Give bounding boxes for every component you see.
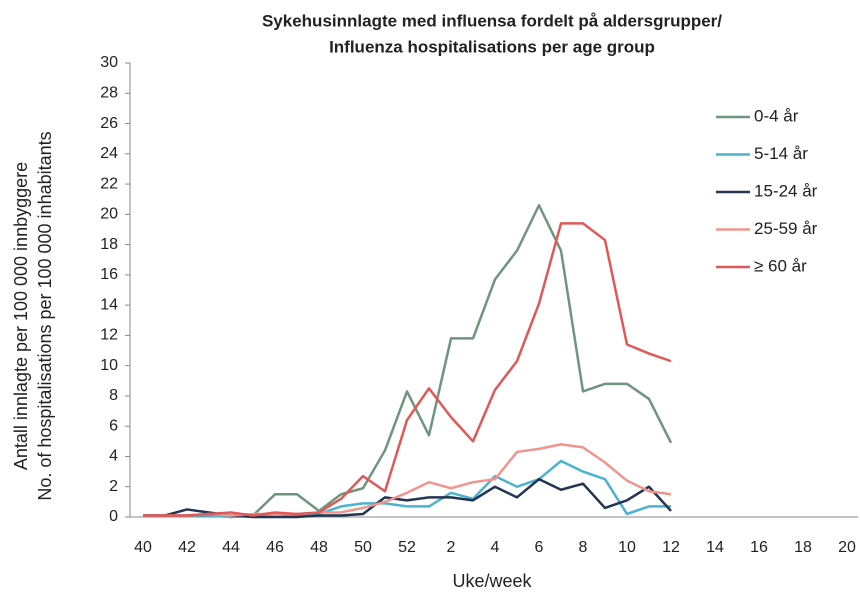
y-axis-label: Antall innlagte per 100 000 innbyggere — [11, 162, 31, 470]
y-tick-label: 18 — [100, 236, 118, 253]
y-tick-label: 4 — [109, 448, 118, 465]
x-tick-label: 52 — [398, 539, 416, 556]
x-tick-label: 12 — [662, 539, 680, 556]
series-line — [143, 204, 673, 519]
y-tick-label: 14 — [100, 296, 118, 313]
x-tick-label: 40 — [134, 539, 152, 556]
x-tick-label: 18 — [794, 539, 812, 556]
x-tick-label: 4 — [491, 539, 500, 556]
legend-label: 15-24 år — [754, 181, 818, 200]
series-line — [143, 222, 672, 517]
y-tick-label: 12 — [100, 327, 118, 344]
x-tick-label: 14 — [706, 539, 724, 556]
x-axis-label: Uke/week — [452, 571, 532, 591]
y-tick-label: 2 — [109, 478, 118, 495]
y-tick-label: 10 — [100, 357, 118, 374]
series-line — [143, 477, 672, 519]
y-tick-label: 30 — [100, 54, 118, 71]
legend-label: 5-14 år — [754, 144, 808, 163]
series-line — [143, 443, 672, 517]
x-tick-label: 16 — [750, 539, 768, 556]
legend-label: 25-59 år — [754, 219, 818, 238]
legend-label: 0-4 år — [754, 106, 799, 125]
y-tick-label: 16 — [100, 266, 118, 283]
chart-title: Sykehusinnlagte med influensa fordelt på… — [262, 11, 722, 30]
x-tick-label: 50 — [354, 539, 372, 556]
series-line — [143, 459, 671, 519]
x-tick-label: 8 — [579, 539, 588, 556]
x-tick-label: 6 — [535, 539, 544, 556]
x-tick-label: 2 — [447, 539, 456, 556]
y-tick-label: 26 — [100, 115, 118, 132]
y-tick-label: 6 — [109, 417, 118, 434]
x-tick-label: 42 — [178, 539, 196, 556]
legend-label: ≥ 60 år — [754, 256, 807, 275]
x-tick-label: 20 — [838, 539, 856, 556]
y-tick-label: 28 — [100, 84, 118, 101]
y-tick-label: 22 — [100, 175, 118, 192]
x-tick-label: 44 — [222, 539, 240, 556]
x-tick-label: 46 — [266, 539, 284, 556]
y-axis-label: No. of hospitalisations per 100 000 inha… — [35, 131, 55, 500]
y-tick-label: 24 — [100, 145, 118, 162]
x-tick-label: 10 — [618, 539, 636, 556]
y-tick-label: 20 — [100, 206, 118, 223]
y-tick-label: 8 — [109, 387, 118, 404]
x-tick-label: 48 — [310, 539, 328, 556]
y-tick-label: 0 — [109, 508, 118, 525]
chart-title: Influenza hospitalisations per age group — [329, 37, 655, 56]
